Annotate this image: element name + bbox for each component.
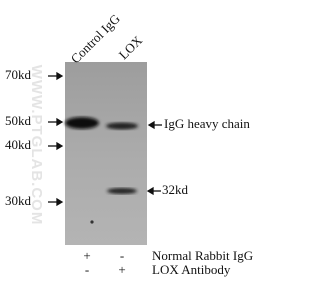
condition-mark: - [120,248,124,263]
marker-label: 40kd [5,137,32,152]
condition-mark: + [118,262,125,277]
annotation: IgG heavy chain [164,116,250,131]
condition-label: LOX Antibody [152,262,231,277]
marker-label: 50kd [5,113,32,128]
spot [90,220,93,223]
lane-label: LOX [116,32,146,62]
lane-label: Control IgG [68,11,123,66]
condition-mark: - [85,262,89,277]
annotation: 32kd [162,182,189,197]
marker-label: 30kd [5,193,32,208]
figure: WWW.PTGLAB.COM Control IgG LOX 70kd 50kd… [0,0,289,284]
band [106,123,138,130]
band [107,188,137,194]
blot [65,62,147,245]
band [65,117,99,129]
marker-label: 70kd [5,67,32,82]
condition-mark: + [83,248,90,263]
condition-label: Normal Rabbit IgG [152,248,253,263]
